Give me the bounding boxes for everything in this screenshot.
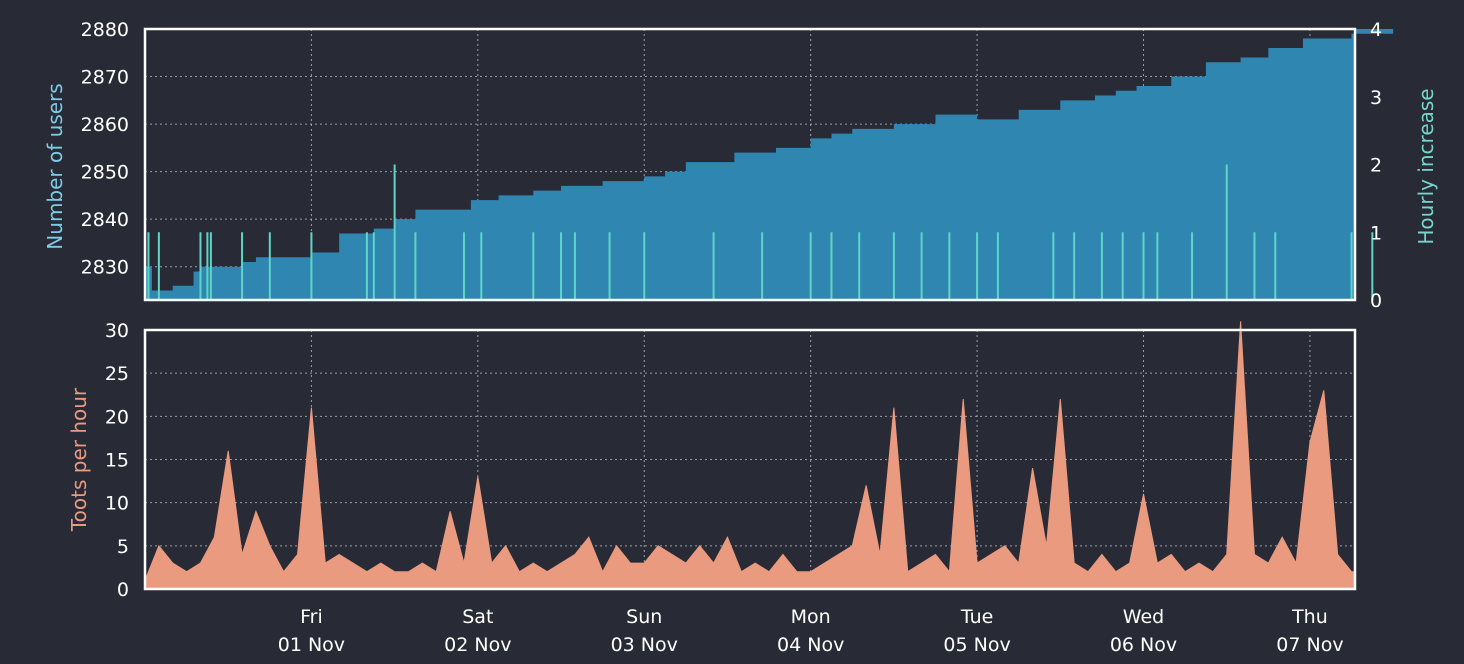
top-y2-tick-label: 4 — [1370, 19, 1382, 41]
top-y-tick-label: 2860 — [81, 114, 129, 136]
users-area — [145, 29, 1394, 300]
bottom-y-tick-label: 15 — [105, 450, 129, 472]
top-y2-tick-label: 1 — [1370, 222, 1382, 244]
bottom-y-tick-label: 30 — [105, 320, 129, 342]
top-y2-tick-label: 3 — [1370, 87, 1382, 109]
x-tick-date: 06 Nov — [1110, 634, 1177, 656]
top-y-tick-label: 2840 — [81, 209, 129, 231]
top-y-tick-label: 2830 — [81, 257, 129, 279]
top-plot-frame — [143, 27, 1357, 302]
top-y2-tick-label: 0 — [1370, 290, 1382, 312]
x-tick-date: 05 Nov — [943, 634, 1010, 656]
bottom-plot-frame — [143, 328, 1357, 591]
top-y-tick-label: 2850 — [81, 162, 129, 184]
top-y-tick-label: 2880 — [81, 19, 129, 41]
x-tick-day: Wed — [1123, 606, 1164, 628]
top-y2-ticks: 0 1 2 3 4 — [1370, 19, 1382, 312]
bottom-y-tick-label: 25 — [105, 363, 129, 385]
x-tick-date: 02 Nov — [444, 634, 511, 656]
hourly-increase-series — [147, 164, 1374, 300]
top-y-ticks: 2830 2840 2850 2860 2870 2880 — [81, 19, 129, 279]
x-tick-day: Mon — [791, 606, 831, 628]
y-axis-label-users: Number of users — [43, 83, 67, 249]
x-tick-day: Sat — [462, 606, 493, 628]
users-series — [145, 29, 1394, 300]
bottom-y-tick-label: 20 — [105, 406, 129, 428]
x-tick-date: 04 Nov — [777, 634, 844, 656]
bottom-gridlines — [145, 329, 1355, 590]
bottom-y-ticks: 0 5 10 15 20 25 30 — [105, 320, 129, 601]
toots-area — [144, 321, 1356, 590]
top-y-tick-label: 2870 — [81, 67, 129, 89]
x-tick-day: Tue — [960, 606, 993, 628]
x-tick-date: 01 Nov — [278, 634, 345, 656]
top-y2-tick-label: 2 — [1370, 155, 1382, 177]
x-tick-day: Fri — [300, 606, 323, 628]
bottom-y-tick-label: 10 — [105, 493, 129, 515]
x-tick-day: Thu — [1291, 606, 1328, 628]
toots-series — [144, 321, 1356, 590]
bottom-y-tick-label: 5 — [117, 536, 129, 558]
x-tick-date: 07 Nov — [1276, 634, 1343, 656]
x-tick-day: Sun — [626, 606, 662, 628]
y-axis-label-hourly-increase: Hourly increase — [1414, 88, 1438, 244]
x-ticks: Fri 01 Nov Sat 02 Nov Sun 03 Nov Mon 04 Nov Tue 0… — [278, 606, 1344, 656]
bottom-y-tick-label: 0 — [117, 579, 129, 601]
y-axis-label-toots: Toots per hour — [67, 387, 91, 532]
x-tick-date: 03 Nov — [611, 634, 678, 656]
